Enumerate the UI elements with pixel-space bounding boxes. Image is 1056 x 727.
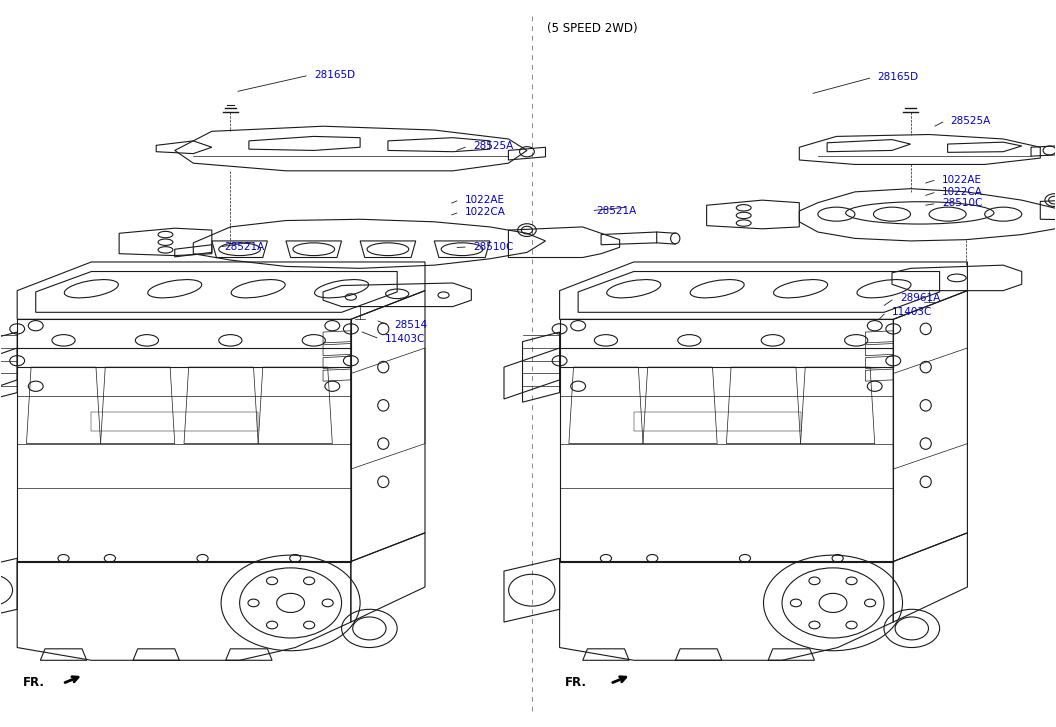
Text: 1022CA: 1022CA <box>465 207 506 217</box>
Text: 28521A: 28521A <box>597 206 637 216</box>
Text: 28961A: 28961A <box>900 293 940 303</box>
Text: FR.: FR. <box>22 675 44 688</box>
Text: 28514: 28514 <box>394 320 428 330</box>
Text: FR.: FR. <box>565 675 587 688</box>
Text: 11403C: 11403C <box>384 334 426 344</box>
Text: 28510C: 28510C <box>473 242 513 252</box>
Text: 28525A: 28525A <box>950 116 991 126</box>
Text: 1022AE: 1022AE <box>942 174 982 185</box>
Text: (5 SPEED 2WD): (5 SPEED 2WD) <box>547 22 638 35</box>
Text: 28525A: 28525A <box>473 141 513 151</box>
Text: 1022CA: 1022CA <box>942 187 983 197</box>
Text: 28165D: 28165D <box>315 71 355 80</box>
Text: 28165D: 28165D <box>878 73 919 82</box>
Text: 28510C: 28510C <box>942 198 982 209</box>
Text: 11403C: 11403C <box>891 307 931 317</box>
Text: 28521A: 28521A <box>225 242 265 252</box>
Text: 1022AE: 1022AE <box>465 195 505 205</box>
